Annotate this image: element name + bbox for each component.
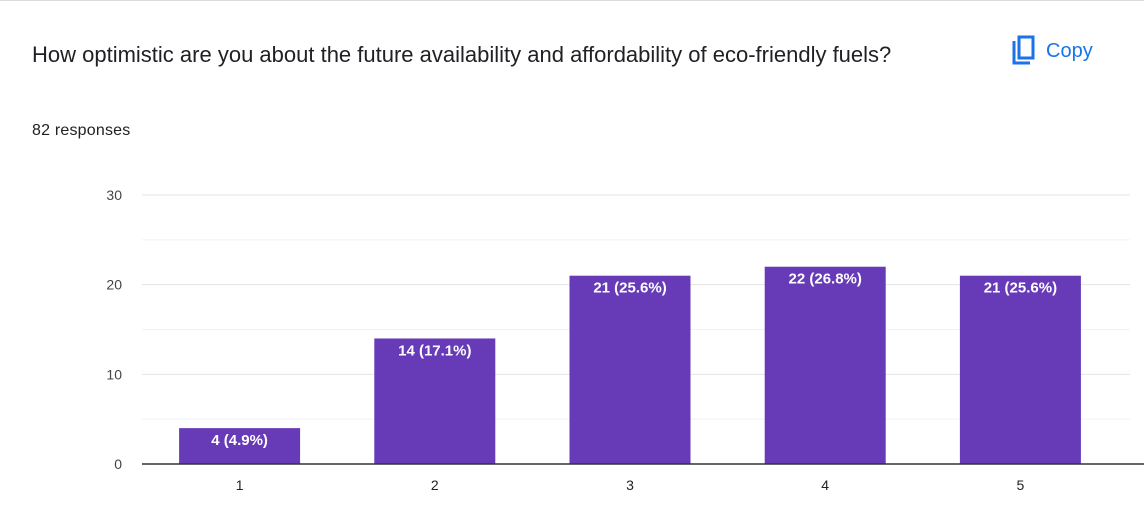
y-tick-label: 0 xyxy=(114,456,122,472)
bar-data-label: 21 (25.6%) xyxy=(593,280,666,297)
response-count: 82 responses xyxy=(32,122,131,139)
x-tick-label: 1 xyxy=(236,477,244,493)
y-tick-label: 30 xyxy=(106,187,122,203)
bar[interactable] xyxy=(959,275,1081,464)
question-title: How optimistic are you about the future … xyxy=(32,42,892,67)
bar[interactable] xyxy=(569,275,691,464)
bar-data-label: 14 (17.1%) xyxy=(398,342,471,359)
bar-chart: 0 10 20 30 4 (4.9%) 1 14 (17.1%) 2 21 (25.6%) 3 22… xyxy=(106,187,1144,493)
x-tick-label: 2 xyxy=(431,477,439,493)
x-tick-label: 5 xyxy=(1017,477,1025,493)
copy-label: Copy xyxy=(1046,39,1093,62)
bar[interactable] xyxy=(179,428,301,464)
copy-button[interactable]: Copy xyxy=(1000,31,1103,71)
x-tick-label: 4 xyxy=(821,477,829,493)
x-tick-label: 3 xyxy=(626,477,634,493)
y-tick-label: 10 xyxy=(106,366,122,382)
bar[interactable] xyxy=(764,266,886,464)
bar[interactable] xyxy=(374,338,496,464)
y-tick-label: 20 xyxy=(106,277,122,293)
bar-data-label: 21 (25.6%) xyxy=(984,280,1057,297)
bar-data-label: 22 (26.8%) xyxy=(789,271,862,288)
copy-icon xyxy=(1010,35,1036,67)
bar-data-label: 4 (4.9%) xyxy=(211,432,268,449)
